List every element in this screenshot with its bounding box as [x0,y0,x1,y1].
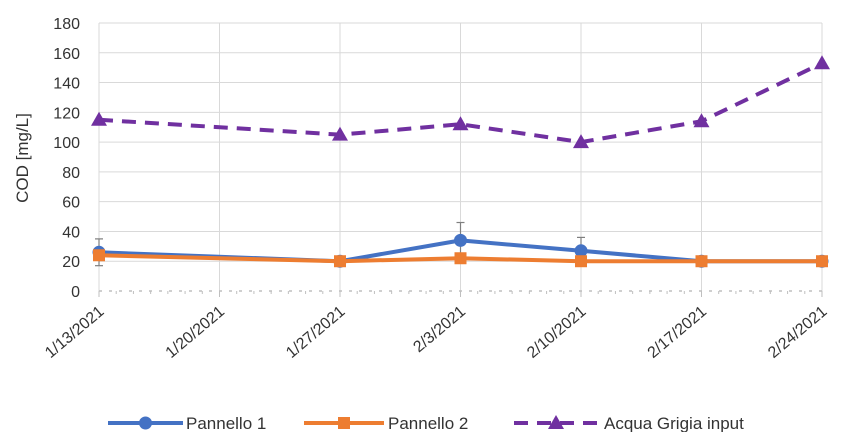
legend-label: Pannello 1 [186,414,266,432]
legend-label: Pannello 2 [388,414,468,432]
legend-square-marker [338,417,350,429]
legend-item: Acqua Grigia input [514,414,744,433]
triangle-marker [332,126,348,141]
x-tick-label: 2/24/2021 [765,303,831,362]
square-marker [334,255,346,268]
y-tick-label: 40 [62,224,80,241]
y-tick-label: 140 [53,76,80,93]
series-line [98,253,822,264]
legend-triangle-marker [548,415,564,429]
series-acqua-grigia-input [91,55,830,149]
series [91,55,830,268]
legend-label: Acqua Grigia input [604,414,744,432]
y-tick-label: 80 [62,165,80,182]
square-marker [816,255,828,268]
y-tick-label: 120 [53,105,80,122]
legend-item: Pannello 1 [108,414,266,433]
y-tick-label: 0 [71,284,80,301]
series-pannello-2 [93,249,828,268]
triangle-marker [573,134,589,149]
x-tick-label: 2/17/2021 [645,303,711,362]
triangle-marker [693,113,710,128]
legend: Pannello 1 Pannello 2 Acqua Grigia input [108,414,744,433]
y-tick-label: 100 [53,135,80,152]
circle-marker [574,244,588,258]
y-tick-label: 60 [62,195,80,212]
x-tick-label: 2/10/2021 [524,303,590,362]
x-tick-label: 2/3/2021 [410,303,469,356]
y-tick-label: 160 [53,46,80,63]
x-tick-label: 1/13/2021 [42,303,108,362]
legend-circle-marker [139,416,152,430]
square-marker [695,255,708,268]
x-tick-label: 1/27/2021 [283,303,349,362]
triangle-marker [91,111,107,126]
square-marker [454,252,467,265]
axes: 0 20 40 60 80 100 120 140 160 180 1/13/2021 1/20/20… [42,16,831,362]
y-axis-label: COD [mg/L] [13,113,32,203]
square-marker [575,255,587,268]
x-tick-label: 1/20/2021 [163,303,229,362]
series-line [98,61,823,145]
legend-item: Pannello 2 [304,414,468,433]
square-marker [93,249,105,262]
circle-marker [454,233,467,247]
y-tick-label: 20 [62,254,80,271]
triangle-marker [452,116,469,131]
y-tick-label: 180 [53,16,80,33]
triangle-marker [814,55,830,70]
